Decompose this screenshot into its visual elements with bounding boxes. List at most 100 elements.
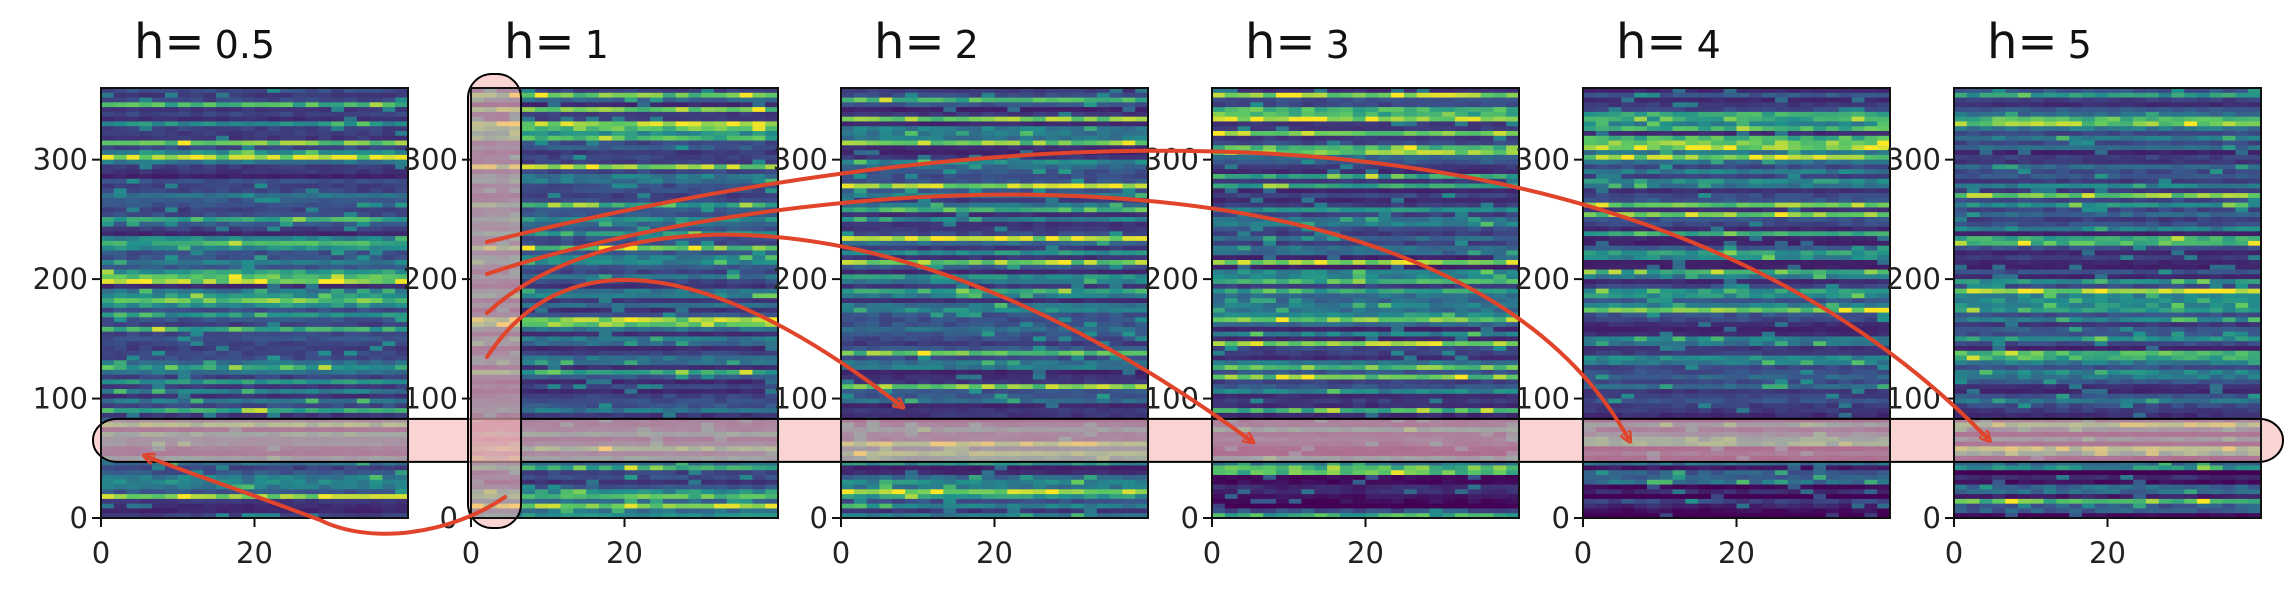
heatmap-cell — [547, 355, 562, 361]
heatmap-cell — [547, 207, 562, 213]
heatmap-cell — [1122, 217, 1136, 223]
heatmap-cell — [113, 92, 128, 99]
heatmap-cell — [318, 360, 332, 366]
heatmap-cell — [573, 164, 587, 170]
heatmap-cell — [765, 197, 779, 204]
heatmap-cell — [241, 460, 256, 467]
heatmap-cell — [305, 374, 320, 381]
heatmap-cell — [203, 174, 217, 180]
heatmap-cell — [560, 236, 574, 242]
heatmap-cell — [726, 279, 741, 285]
heatmap-cell — [534, 111, 549, 118]
heatmap-cell — [356, 322, 371, 328]
heatmap-cell — [624, 326, 638, 333]
heatmap-cell — [879, 183, 893, 189]
heatmap-cell — [318, 188, 332, 194]
heatmap-cell — [241, 317, 256, 323]
heatmap-cell — [1007, 111, 1021, 118]
heatmap-cell — [726, 274, 741, 280]
heatmap-cell — [101, 260, 115, 266]
heatmap-cell — [331, 398, 345, 404]
heatmap-cell — [841, 159, 855, 166]
heatmap-cell — [714, 489, 728, 495]
heatmap-cell — [280, 312, 294, 318]
heatmap-cell — [688, 360, 702, 366]
heatmap-cell — [305, 403, 320, 409]
heatmap-cell — [650, 513, 664, 519]
heatmap-cell — [701, 513, 715, 519]
heatmap-cell — [981, 188, 996, 194]
heatmap-cell — [714, 178, 728, 185]
heatmap-cell — [765, 212, 779, 218]
heatmap-cell — [586, 331, 600, 338]
heatmap-cell — [739, 470, 754, 476]
heatmap-cell — [164, 303, 179, 309]
heatmap-cell — [586, 403, 600, 409]
heatmap-cell — [1084, 164, 1098, 170]
heatmap-cell — [254, 460, 268, 467]
heatmap-cell — [714, 240, 728, 247]
heatmap-cell — [356, 479, 371, 486]
heatmap-cell — [701, 150, 715, 156]
heatmap-cell — [853, 116, 868, 123]
heatmap-cell — [1007, 217, 1021, 223]
heatmap-cell — [981, 202, 996, 209]
heatmap-cell — [1122, 174, 1136, 180]
heatmap-cell — [152, 121, 166, 127]
heatmap-cell — [241, 379, 256, 385]
heatmap-cell — [573, 336, 587, 342]
heatmap-cell — [241, 484, 256, 490]
heatmap-cell — [1109, 197, 1124, 204]
heatmap-cell — [356, 226, 371, 232]
heatmap-cell — [356, 92, 371, 99]
heatmap-cell — [241, 255, 256, 261]
heatmap-cell — [701, 107, 715, 113]
heatmap-cell — [267, 475, 281, 481]
heatmap-cell — [139, 231, 153, 237]
heatmap-cell — [611, 355, 626, 361]
heatmap-cell — [1122, 178, 1136, 185]
heatmap-cell — [675, 121, 690, 127]
heatmap-cell — [611, 121, 626, 127]
heatmap-cell — [930, 207, 944, 213]
heatmap-cell — [164, 283, 179, 290]
heatmap-cell — [203, 465, 217, 471]
heatmap-cell — [292, 374, 307, 381]
heatmap-cell — [534, 131, 549, 137]
heatmap-cell — [228, 460, 243, 467]
heatmap-cell — [152, 164, 166, 170]
heatmap-cell — [203, 178, 217, 185]
heatmap-cell — [739, 298, 754, 304]
heatmap-cell — [1096, 154, 1111, 161]
heatmap-cell — [177, 140, 192, 146]
heatmap-cell — [650, 135, 664, 142]
heatmap-cell — [113, 398, 128, 404]
heatmap-cell — [126, 193, 140, 199]
heatmap-cell — [598, 260, 613, 266]
heatmap-cell — [292, 231, 307, 237]
heatmap-cell — [701, 341, 715, 347]
heatmap-cell — [547, 193, 562, 199]
heatmap-cell — [752, 307, 766, 314]
heatmap-cell — [675, 217, 690, 223]
heatmap-cell — [395, 322, 409, 328]
heatmap-cell — [598, 135, 613, 142]
heatmap-cell — [382, 408, 396, 414]
heatmap-cell — [190, 97, 204, 103]
heatmap-cell — [280, 164, 294, 170]
heatmap-cell — [534, 403, 549, 409]
heatmap-cell — [1096, 174, 1111, 180]
heatmap-cell — [650, 379, 664, 385]
heatmap-cell — [267, 255, 281, 261]
heatmap-cell — [943, 88, 957, 94]
heatmap-cell — [152, 465, 166, 471]
heatmap-cell — [241, 197, 256, 204]
heatmap-cell — [586, 164, 600, 170]
heatmap-cell — [650, 145, 664, 151]
heatmap-cell — [522, 369, 536, 376]
heatmap-cell — [1071, 154, 1085, 161]
heatmap-cell — [177, 498, 192, 505]
heatmap-cell — [190, 207, 204, 213]
heatmap-cell — [1020, 126, 1034, 132]
heatmap-cell — [573, 513, 587, 519]
